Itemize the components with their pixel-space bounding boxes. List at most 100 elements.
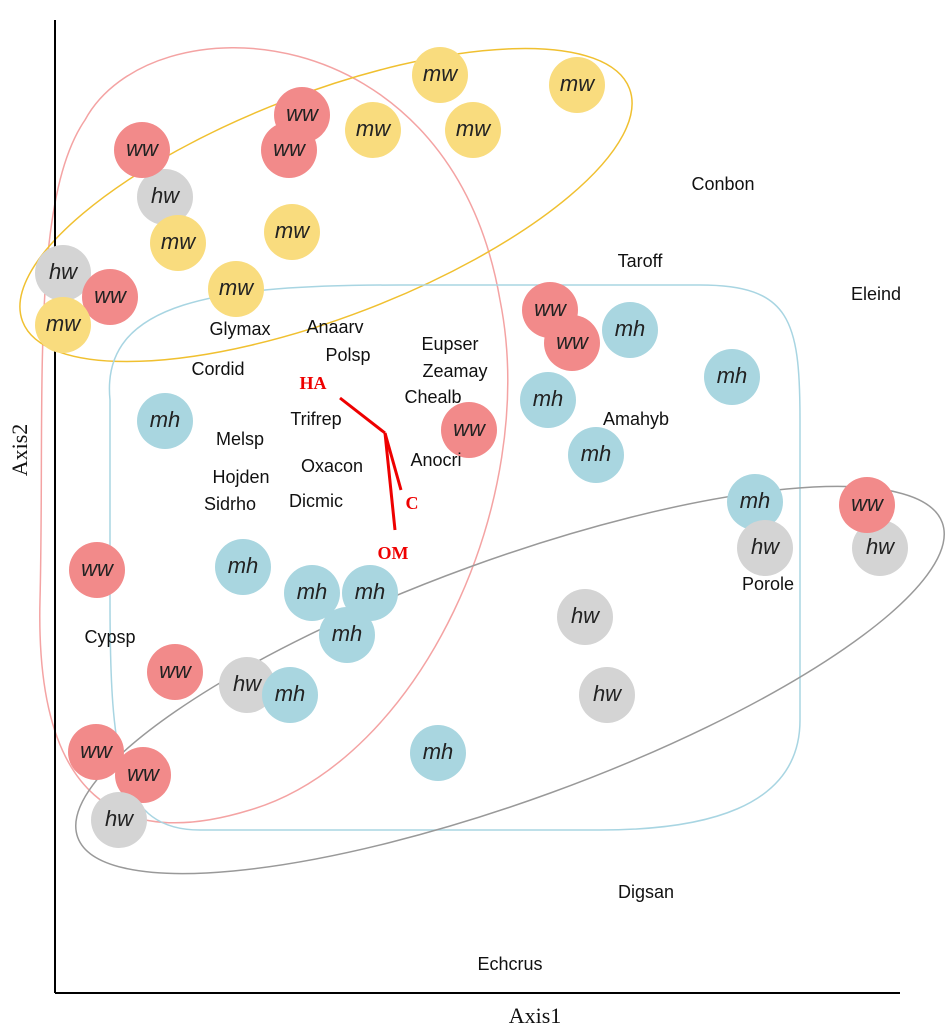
species-label: Chealb [404, 387, 461, 407]
species-label: Anocri [410, 450, 461, 470]
point-marker [602, 302, 658, 358]
point-marker [137, 393, 193, 449]
point-marker [704, 349, 760, 405]
point-marker [35, 297, 91, 353]
point-label: mh [423, 739, 454, 764]
point-marker [264, 204, 320, 260]
point-label: mw [219, 275, 255, 300]
ww-hull [39, 47, 509, 824]
point-marker [579, 667, 635, 723]
species-label: Hojden [212, 467, 269, 487]
point-marker [115, 747, 171, 803]
point-marker [345, 102, 401, 158]
point-marker [544, 315, 600, 371]
species-label: Cordid [191, 359, 244, 379]
point-label: ww [80, 738, 114, 763]
species-label: Eupser [421, 334, 478, 354]
species-label: Eleind [851, 284, 901, 304]
point-marker [91, 792, 147, 848]
point-marker [215, 539, 271, 595]
point-label: mh [581, 441, 612, 466]
point-label: hw [593, 681, 623, 706]
point-marker [737, 520, 793, 576]
point-marker [319, 607, 375, 663]
species-label: Oxacon [301, 456, 363, 476]
point-marker [520, 372, 576, 428]
species-label: Zeamay [422, 361, 487, 381]
hw-hull [75, 485, 945, 875]
point-label: ww [286, 101, 320, 126]
point-label: mw [423, 61, 459, 86]
point-marker [412, 47, 468, 103]
vector-label: HA [300, 373, 327, 393]
point-marker [839, 477, 895, 533]
point-label: hw [866, 534, 896, 559]
point-label: mh [275, 681, 306, 706]
point-label: hw [233, 671, 263, 696]
point-marker [441, 402, 497, 458]
species-label: Digsan [618, 882, 674, 902]
point-label: ww [159, 658, 193, 683]
x-axis-label: Axis1 [509, 1003, 562, 1028]
species-label: Polsp [325, 345, 370, 365]
point-label: hw [49, 259, 79, 284]
point-marker [445, 102, 501, 158]
point-marker [727, 474, 783, 530]
point-label: mw [161, 229, 197, 254]
point-label: hw [751, 534, 781, 559]
species-label: Echcrus [477, 954, 542, 974]
point-marker [147, 644, 203, 700]
point-label: mh [332, 621, 363, 646]
species-label: Amahyb [603, 409, 669, 429]
y-axis-label: Axis2 [7, 424, 32, 477]
species-label: Cypsp [84, 627, 135, 647]
point-marker [568, 427, 624, 483]
point-marker [557, 589, 613, 645]
point-label: ww [273, 136, 307, 161]
point-marker [150, 215, 206, 271]
point-label: mw [356, 116, 392, 141]
vector-line [383, 432, 397, 531]
point-marker [284, 565, 340, 621]
species-label: Sidrho [204, 494, 256, 514]
point-label: ww [851, 491, 885, 516]
point-marker [410, 725, 466, 781]
point-label: mh [615, 316, 646, 341]
species-label: Glymax [209, 319, 270, 339]
point-label: ww [81, 556, 115, 581]
species-label: Anaarv [306, 317, 363, 337]
point-label: ww [534, 296, 568, 321]
point-label: ww [126, 136, 160, 161]
point-marker [69, 542, 125, 598]
point-label: hw [105, 806, 135, 831]
point-label: mh [533, 386, 564, 411]
vector-line [383, 432, 403, 491]
point-label: mw [275, 218, 311, 243]
point-label: hw [571, 603, 601, 628]
point-marker [35, 245, 91, 301]
point-label: mh [297, 579, 328, 604]
point-label: mw [456, 116, 492, 141]
point-marker [208, 261, 264, 317]
point-marker [262, 667, 318, 723]
point-label: ww [453, 416, 487, 441]
point-label: mw [560, 71, 596, 96]
point-marker [137, 169, 193, 225]
point-label: mh [150, 407, 181, 432]
point-label: mh [740, 488, 771, 513]
vector-label: OM [378, 543, 409, 563]
point-marker [852, 520, 908, 576]
species-label: Taroff [618, 251, 664, 271]
species-label: Melsp [216, 429, 264, 449]
point-marker [342, 565, 398, 621]
point-label: ww [556, 329, 590, 354]
point-label: ww [94, 283, 128, 308]
point-label: mh [355, 579, 386, 604]
point-label: mw [46, 311, 82, 336]
vector-label: C [406, 493, 419, 513]
species-label: Trifrep [290, 409, 341, 429]
vectors: HA C OM [300, 373, 419, 563]
point-label: hw [151, 183, 181, 208]
